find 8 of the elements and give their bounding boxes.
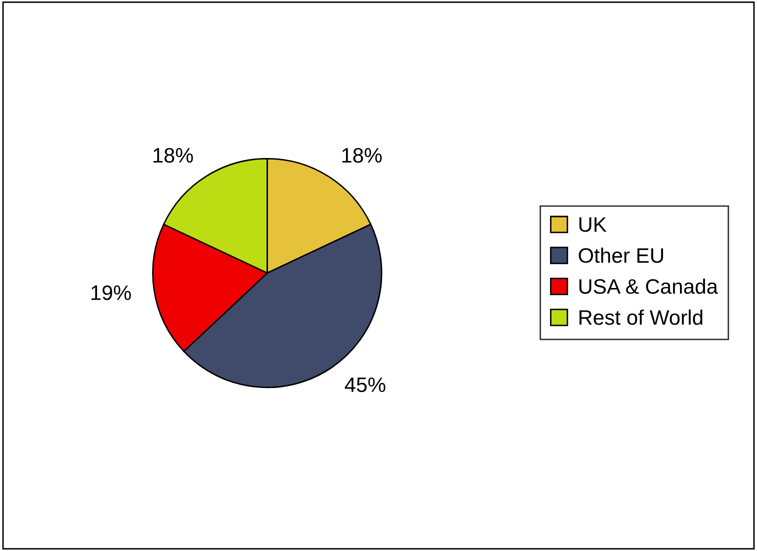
legend-label: USA & Canada [579, 278, 718, 294]
data-label: 18% [154, 148, 193, 163]
data-label: 19% [92, 285, 131, 300]
legend-label: Other EU [578, 248, 664, 263]
legend-label: UK [579, 217, 607, 232]
legend-label: Rest of World [580, 310, 702, 325]
data-label: 45% [344, 377, 386, 392]
data-label: 18% [342, 148, 382, 163]
